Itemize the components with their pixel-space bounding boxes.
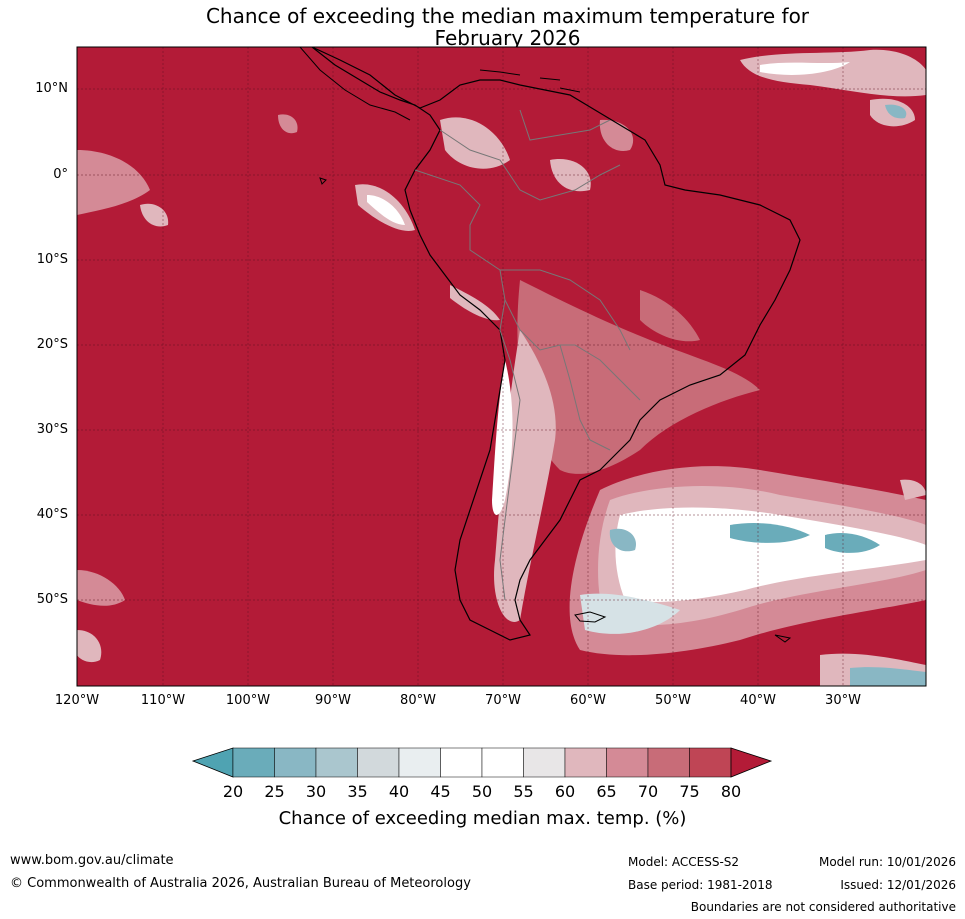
map-frame <box>76 46 927 687</box>
lat-label: 50°S <box>36 592 68 607</box>
colorbar-tick: 45 <box>430 782 451 801</box>
lat-label: 40°S <box>36 507 68 522</box>
forecast-map <box>76 46 927 687</box>
colorbar-high-extend <box>730 747 773 778</box>
coastline-south-america <box>311 47 801 641</box>
colorbar-title: Chance of exceeding median max. temp. (%… <box>278 808 687 829</box>
lon-label: 50°W <box>655 693 691 708</box>
colorbar-cell <box>689 747 732 778</box>
map-title-line2: February 2026 <box>434 26 581 50</box>
colorbar-tick: 65 <box>596 782 617 801</box>
colorbar-low-extend <box>191 747 234 778</box>
lon-label: 40°W <box>740 693 776 708</box>
model-run-date: Model run: 10/01/2026 <box>818 855 956 869</box>
lon-label: 60°W <box>570 693 606 708</box>
lon-label: 80°W <box>400 693 436 708</box>
base-period: Base period: 1981-2018 <box>628 878 773 892</box>
colorbar-cell <box>481 747 524 778</box>
lat-label: 30°S <box>36 422 68 437</box>
issued-date: Issued: 12/01/2026 <box>840 878 956 892</box>
lat-label: 20°S <box>36 337 68 352</box>
colorbar-cell <box>647 747 690 778</box>
model-name: Model: ACCESS-S2 <box>628 855 740 869</box>
colorbar-cell <box>315 747 358 778</box>
colorbar-tick: 30 <box>305 782 327 801</box>
colorbar-tick: 50 <box>471 782 493 801</box>
boundaries-disclaimer: Boundaries are not considered authoritat… <box>690 900 956 914</box>
lon-label: 100°W <box>225 693 271 708</box>
website-link[interactable]: www.bom.gov.au/climate <box>10 853 174 868</box>
lon-label: 120°W <box>54 693 100 708</box>
lon-label: 110°W <box>140 693 186 708</box>
colorbar-tick: 75 <box>679 782 700 801</box>
colorbar-cell <box>523 747 566 778</box>
graticule <box>77 47 926 686</box>
colorbar-tick: 55 <box>513 782 534 801</box>
lat-label: 0° <box>53 167 68 182</box>
colorbar-tick: 40 <box>388 782 410 801</box>
colorbar-cell <box>564 747 607 778</box>
lon-label: 30°W <box>825 693 861 708</box>
colorbar-tick: 70 <box>637 782 659 801</box>
colorbar <box>191 747 773 778</box>
colorbar-tick: 60 <box>554 782 576 801</box>
colorbar-cell <box>606 747 649 778</box>
lon-label: 90°W <box>315 693 351 708</box>
colorbar-tick: 20 <box>222 782 244 801</box>
lower-probability-patches <box>77 49 926 686</box>
country-borders <box>414 109 641 601</box>
colorbar-tick: 35 <box>347 782 368 801</box>
islands <box>319 177 792 643</box>
lat-label: 10°S <box>36 252 68 267</box>
colorbar-cell <box>274 747 317 778</box>
colorbar-cell <box>357 747 400 778</box>
lon-label: 70°W <box>485 693 521 708</box>
colorbar-cell <box>440 747 483 778</box>
colorbar-cell <box>398 747 441 778</box>
colorbar-tick: 25 <box>264 782 285 801</box>
colorbar-cell <box>232 747 275 778</box>
copyright-text: © Commonwealth of Australia 2026, Austra… <box>10 876 471 891</box>
lat-label: 10°N <box>35 81 68 96</box>
colorbar-tick: 80 <box>720 782 742 801</box>
central-america-coast <box>299 47 581 121</box>
map-title-line1: Chance of exceeding the median maximum t… <box>205 4 810 28</box>
